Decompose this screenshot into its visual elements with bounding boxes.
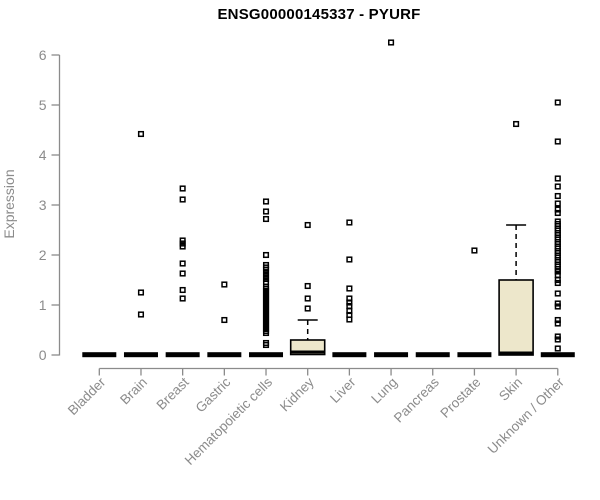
box-collapsed [457, 352, 492, 358]
outlier-point [554, 209, 561, 217]
box-collapsed [415, 352, 450, 358]
x-axis-label: Lung [368, 375, 400, 407]
box-collapsed [207, 352, 242, 358]
box-collapsed [82, 352, 117, 358]
box-collapsed [540, 352, 575, 358]
outlier-point [554, 303, 561, 310]
outlier-point [471, 247, 478, 254]
outlier-point [346, 256, 353, 263]
box-collapsed [249, 352, 284, 358]
outlier-point [179, 295, 186, 302]
x-axis-label: Bladder [65, 374, 109, 418]
outlier-point [554, 271, 561, 279]
outlier-point [346, 285, 353, 292]
y-tick-label: 5 [39, 97, 47, 113]
y-tick-label: 3 [39, 197, 47, 213]
outlier-point [346, 299, 353, 306]
x-axis-label: Pancreas [391, 374, 442, 425]
outlier-point [137, 289, 145, 296]
y-tick-label: 6 [39, 47, 47, 63]
box-collapsed [332, 352, 367, 358]
outlier-point [262, 251, 270, 259]
x-axis-label: Skin [496, 375, 525, 404]
x-axis-label: Unknown / Other [485, 374, 568, 457]
outlier-point [221, 316, 228, 324]
outlier-point [554, 183, 561, 190]
box-collapsed [123, 352, 158, 358]
outlier-point [304, 221, 311, 229]
outlier-point [179, 286, 186, 294]
outlier-point [554, 316, 561, 324]
y-tick-label: 4 [39, 147, 47, 163]
y-tick-label: 1 [39, 297, 47, 313]
x-axis-label: Gastric [193, 374, 234, 415]
outlier-point [554, 320, 561, 327]
outlier-point [554, 290, 561, 297]
x-axis-label: Brain [117, 375, 150, 408]
outlier-point [554, 175, 561, 182]
outlier-point [179, 185, 186, 192]
outlier-point [388, 39, 395, 46]
outlier-point [346, 219, 353, 226]
outlier-point [179, 243, 186, 250]
outlier-point [304, 295, 311, 302]
chart-title: ENSG00000145337 - PYURF [217, 6, 421, 23]
outlier-point [554, 268, 561, 275]
outlier-point [513, 120, 520, 128]
outlier-point [262, 341, 270, 349]
outlier-point [262, 208, 270, 215]
outlier-point [137, 130, 145, 138]
box [498, 279, 534, 356]
outlier-point [554, 336, 561, 343]
x-axis-label: Liver [327, 374, 359, 406]
outlier-point [346, 302, 353, 310]
outlier-point [262, 215, 270, 223]
outlier-point [137, 311, 145, 318]
outlier-point [554, 200, 561, 207]
outlier-point [304, 305, 311, 312]
x-axis-label: Kidney [277, 374, 317, 414]
outlier-point [179, 270, 186, 277]
box-collapsed [165, 352, 200, 358]
outlier-point [179, 260, 186, 267]
y-tick-label: 2 [39, 247, 47, 263]
outlier-point [554, 206, 561, 213]
outlier-point [554, 99, 561, 106]
outlier-point [554, 279, 561, 287]
outlier-point [262, 329, 270, 337]
outlier-point [554, 345, 561, 352]
outlier-point [262, 198, 270, 205]
box-collapsed [374, 352, 409, 358]
outlier-point [554, 138, 561, 145]
x-axis-label: Breast [154, 374, 192, 412]
outlier-point [304, 282, 311, 290]
outlier-point [179, 196, 186, 203]
outlier-point [346, 316, 353, 323]
outlier-point [554, 192, 561, 200]
y-tick-label: 0 [39, 347, 47, 363]
outlier-point [221, 281, 228, 288]
x-axis-label: Prostate [437, 375, 483, 421]
